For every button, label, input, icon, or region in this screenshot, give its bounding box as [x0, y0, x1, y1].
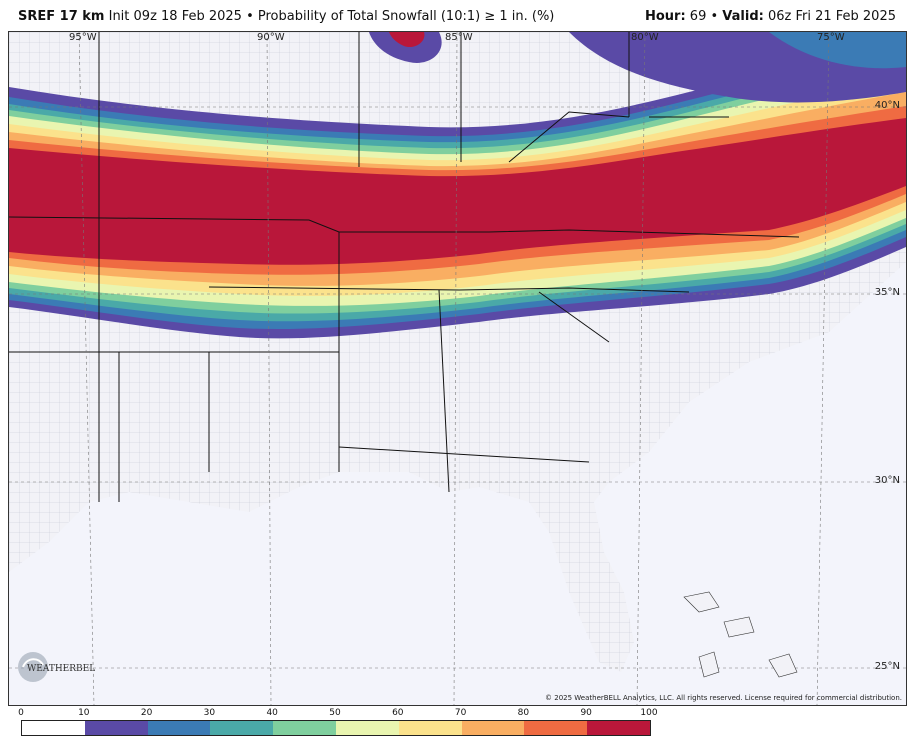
colorbar-tick-label: 60: [392, 708, 404, 718]
lon-label-80w: 80°W: [631, 32, 659, 43]
colorbar-segment: [22, 721, 85, 735]
header: SREF 17 km Init 09z 18 Feb 2025 • Probab…: [0, 0, 913, 30]
colorbar-segment: [461, 721, 525, 735]
copyright-notice: © 2025 WeatherBELL Analytics, LLC. All r…: [545, 694, 902, 702]
colorbar-segment: [398, 721, 462, 735]
lat-label-40n: 40°N: [874, 100, 900, 111]
lat-label-25n: 25°N: [874, 661, 900, 672]
colorbar-tick-label: 0: [18, 708, 24, 718]
valid-label: Valid:: [722, 9, 764, 24]
colorbar-segment: [84, 721, 148, 735]
colorbar-segment: [587, 721, 650, 735]
weatherbell-logo: WEATHERBELL: [15, 647, 95, 687]
init-time: Init 09z 18 Feb 2025: [108, 9, 242, 24]
lon-label-95w: 95°W: [69, 32, 97, 43]
colorbar-segment: [147, 721, 211, 735]
map-graphic: [9, 32, 906, 705]
colorbar-tick-label: 40: [266, 708, 278, 718]
map-panel: 95°W 90°W 85°W 80°W 75°W 40°N 35°N 30°N …: [8, 31, 907, 706]
colorbar-segment: [273, 721, 336, 735]
colorbar-tick-label: 30: [203, 708, 216, 718]
colorbar-tick-label: 10: [78, 708, 90, 718]
colorbar-tick-label: 70: [454, 708, 467, 718]
lat-label-35n: 35°N: [874, 287, 900, 298]
colorbar-segment: [524, 721, 588, 735]
lon-label-90w: 90°W: [257, 32, 285, 43]
valid-value: 06z Fri 21 Feb 2025: [767, 9, 896, 24]
prob-patch-north: [369, 32, 442, 63]
lat-label-30n: 30°N: [874, 475, 900, 486]
colorbar-tick-label: 80: [517, 708, 530, 718]
colorbar-tick-label: 100: [640, 708, 658, 718]
colorbar-tick-label: 50: [329, 708, 341, 718]
colorbar-segment: [210, 721, 274, 735]
colorbar-segment: [335, 721, 399, 735]
model-name: SREF 17 km: [18, 9, 105, 24]
lon-label-75w: 75°W: [817, 32, 845, 43]
lon-label-85w: 85°W: [445, 32, 473, 43]
logo-text: WEATHERBELL: [27, 664, 95, 674]
product-name: Probability of Total Snowfall (10:1) ≥ 1…: [257, 9, 555, 24]
hour-label: Hour:: [644, 9, 686, 24]
prob-band-90: [9, 118, 906, 265]
chart-title: SREF 17 km Init 09z 18 Feb 2025 • Probab…: [18, 9, 555, 24]
valid-info: Hour: 69 • Valid: 06z Fri 21 Feb 2025: [644, 9, 896, 24]
colorbar-tick-label: 20: [140, 708, 153, 718]
colorbar: [21, 720, 651, 736]
hour-value: 69: [689, 9, 707, 24]
colorbar-tick-label: 90: [580, 708, 592, 718]
